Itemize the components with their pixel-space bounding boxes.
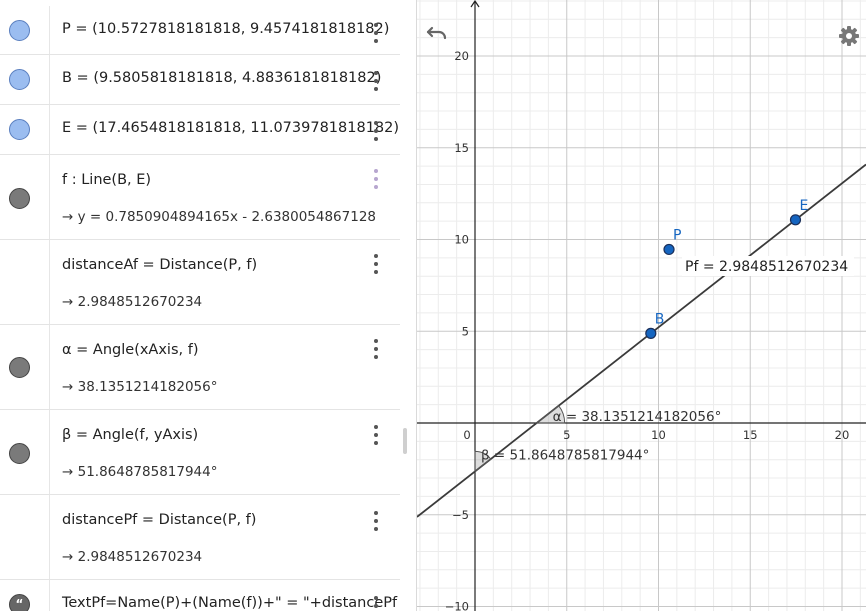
y-tick-label: −5: [452, 508, 469, 522]
algebra-view: P = (10.5727818181818, 9.4574181818182) …: [0, 0, 417, 611]
output-alpha: → 38.1351214182056°: [62, 379, 218, 395]
marker-column: [0, 325, 50, 409]
marker-column: [0, 155, 50, 239]
point-e[interactable]: [789, 214, 802, 226]
visibility-toggle-e[interactable]: [9, 119, 30, 140]
visibility-toggle-beta[interactable]: [9, 443, 30, 464]
marker-column: [0, 6, 50, 54]
quote-icon[interactable]: “: [9, 594, 30, 611]
marker-column: [0, 105, 50, 154]
graphics-canvas[interactable]: 0 5 10 15 20 20 15 10 5 −5 −10 α = 38.1351214182056…: [417, 0, 866, 611]
more-menu-icon[interactable]: [372, 169, 380, 189]
point-label-e: E: [799, 198, 808, 214]
more-menu-icon[interactable]: [372, 121, 380, 141]
angle-alpha-label[interactable]: α = 38.1351214182056°: [553, 409, 722, 425]
algebra-row-b[interactable]: B = (9.5805818181818, 4.8836181818182): [0, 55, 400, 105]
pf-label-background: [682, 256, 854, 276]
algebra-row-p[interactable]: P = (10.5727818181818, 9.4574181818182): [0, 6, 400, 55]
output-distanceaf: → 2.9848512670234: [62, 294, 203, 310]
definition-distancepf[interactable]: distancePf = Distance(P, f): [62, 512, 257, 528]
definition-alpha[interactable]: α = Angle(xAxis, f): [62, 342, 199, 358]
more-menu-icon[interactable]: [372, 254, 380, 274]
output-f: → y = 0.7850904894165x - 2.6380054867128: [62, 209, 377, 225]
x-tick-label: 15: [743, 428, 758, 442]
x-tick-label: 20: [835, 428, 850, 442]
more-menu-icon[interactable]: [372, 23, 380, 43]
y-tick-label: 5: [462, 324, 469, 338]
angle-beta-label[interactable]: β = 51.8648785817944°: [481, 447, 649, 463]
y-tick-label: 10: [454, 233, 469, 247]
definition-f[interactable]: f : Line(B, E): [62, 172, 152, 188]
output-distancepf: → 2.9848512670234: [62, 549, 203, 565]
y-tick-label: −10: [445, 600, 469, 611]
angle-alpha-arc[interactable]: [535, 405, 566, 424]
algebra-row-beta[interactable]: β = Angle(f, yAxis) → 51.8648785817944°: [0, 410, 400, 495]
definition-distanceaf[interactable]: distanceAf = Distance(P, f): [62, 257, 258, 273]
visibility-toggle-f[interactable]: [9, 188, 30, 209]
algebra-row-f[interactable]: f : Line(B, E) → y = 0.7850904894165x - …: [0, 155, 400, 240]
undo-icon[interactable]: [426, 24, 450, 42]
point-p[interactable]: [663, 243, 675, 256]
more-menu-icon[interactable]: [372, 425, 380, 445]
gear-icon[interactable]: [838, 25, 860, 47]
definition-e[interactable]: E = (17.4654818181818, 11.0739781818182): [62, 120, 400, 136]
algebra-row-textpf[interactable]: “ TextPf=Name(P)+(Name(f))+" = "+distanc…: [0, 580, 400, 611]
more-menu-icon[interactable]: [372, 339, 380, 359]
point-label-b: B: [655, 311, 665, 327]
marker-column: [0, 240, 50, 324]
x-tick-label: 0: [463, 428, 470, 442]
graphics-view[interactable]: 0 5 10 15 20 20 15 10 5 −5 −10 α = 38.1351214182056…: [417, 0, 866, 611]
algebra-row-distancepf[interactable]: distancePf = Distance(P, f) → 2.98485126…: [0, 495, 400, 580]
algebra-row-distanceaf[interactable]: distanceAf = Distance(P, f) → 2.98485126…: [0, 240, 400, 325]
x-tick-label: 5: [563, 428, 570, 442]
marker-column: [0, 495, 50, 579]
y-axis-arrow: [470, 0, 480, 8]
definition-p[interactable]: P = (10.5727818181818, 9.4574181818182): [62, 21, 390, 37]
point-label-p: P: [673, 227, 681, 243]
marker-column: “: [0, 580, 50, 611]
pf-label[interactable]: Pf = 2.9848512670234: [685, 259, 848, 275]
algebra-row-e[interactable]: E = (17.4654818181818, 11.0739781818182): [0, 105, 400, 155]
marker-column: [0, 55, 50, 104]
output-beta: → 51.8648785817944°: [62, 464, 218, 480]
y-tick-label: 15: [454, 141, 469, 155]
marker-column: [0, 410, 50, 494]
more-menu-icon[interactable]: [372, 511, 380, 531]
x-tick-label: 10: [651, 428, 666, 442]
algebra-scrollbar[interactable]: [403, 428, 407, 454]
y-tick-label: 20: [454, 49, 469, 63]
definition-beta[interactable]: β = Angle(f, yAxis): [62, 427, 199, 443]
point-b[interactable]: [645, 327, 657, 339]
definition-textpf[interactable]: TextPf=Name(P)+(Name(f))+" = "+distanceP…: [62, 595, 398, 611]
more-menu-icon[interactable]: [372, 596, 380, 611]
more-menu-icon[interactable]: [372, 71, 380, 91]
visibility-toggle-p[interactable]: [9, 20, 30, 41]
visibility-toggle-b[interactable]: [9, 69, 30, 90]
algebra-row-alpha[interactable]: α = Angle(xAxis, f) → 38.1351214182056°: [0, 325, 400, 410]
angle-beta-arc[interactable]: [474, 450, 492, 473]
visibility-toggle-alpha[interactable]: [9, 357, 30, 378]
definition-b[interactable]: B = (9.5805818181818, 4.8836181818182): [62, 70, 382, 86]
